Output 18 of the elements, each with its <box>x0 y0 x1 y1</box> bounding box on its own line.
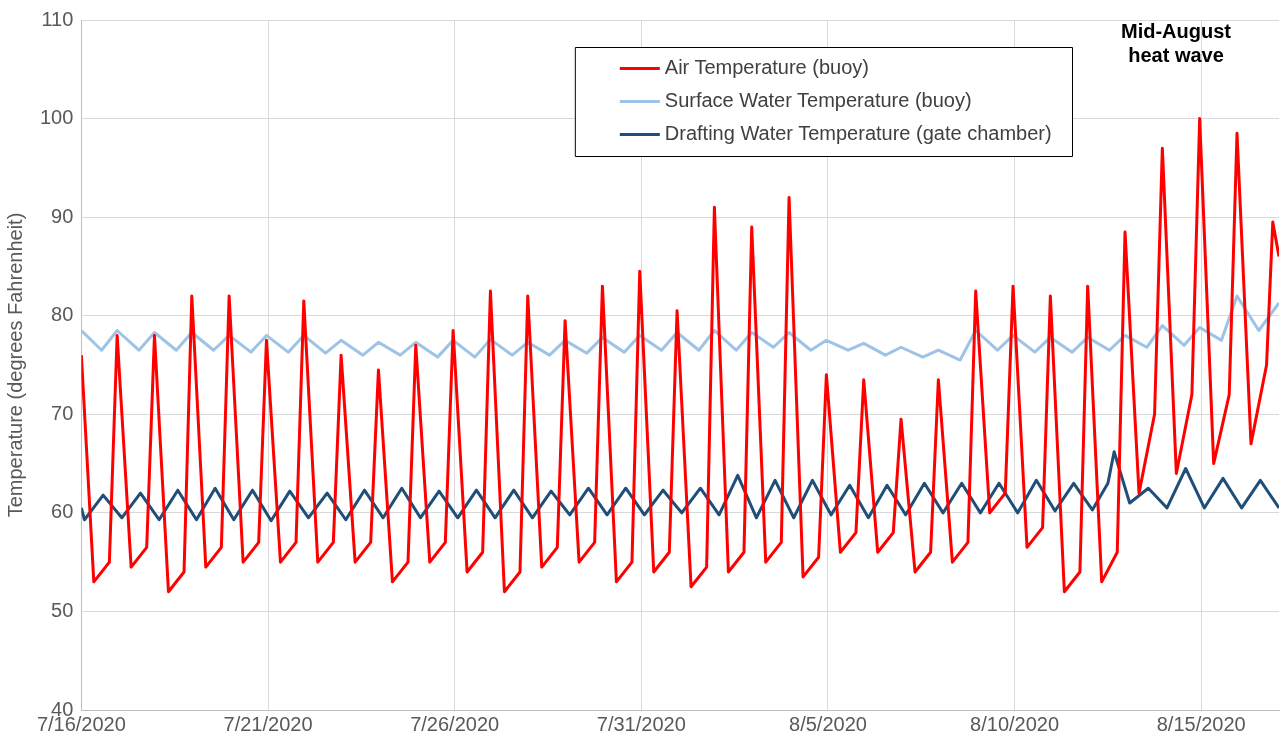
x-tick-label: 7/31/2020 <box>596 712 686 735</box>
legend-label: Drafting Water Temperature (gate chamber) <box>664 122 1052 145</box>
x-tick-label: 7/26/2020 <box>410 712 500 735</box>
y-tick-label: 90 <box>51 204 74 227</box>
annotation: Mid-August heat wave <box>1121 19 1232 66</box>
legend-label: Surface Water Temperature (buoy) <box>664 89 972 112</box>
x-tick-label: 7/21/2020 <box>223 712 313 735</box>
y-tick-label: 80 <box>51 303 74 326</box>
x-tick-label: 8/10/2020 <box>970 712 1060 735</box>
y-tick-label: 100 <box>39 106 74 129</box>
y-tick-label: 50 <box>51 598 74 621</box>
y-tick-label: 60 <box>51 500 74 523</box>
legend-label: Air Temperature (buoy) <box>664 56 869 79</box>
y-axis-title: Temperature (degrees Fahrenheit) <box>3 212 26 518</box>
x-tick-label: 8/5/2020 <box>789 712 867 735</box>
y-tick-label: 70 <box>51 401 74 424</box>
x-tick-label: 8/15/2020 <box>1156 712 1246 735</box>
y-tick-label: 110 <box>41 7 74 30</box>
